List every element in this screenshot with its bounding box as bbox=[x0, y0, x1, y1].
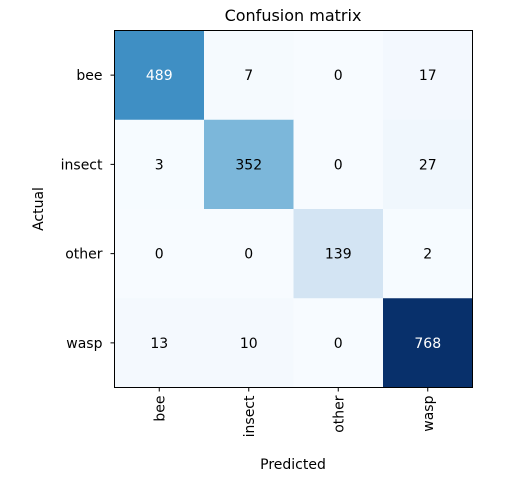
chart-title: Confusion matrix bbox=[225, 6, 362, 25]
cell-value-label: 768 bbox=[414, 336, 441, 352]
cell-value-label: 0 bbox=[334, 157, 343, 173]
cell-value-label: 7 bbox=[244, 68, 253, 84]
cell-value-label: 3 bbox=[155, 157, 164, 173]
cell-value-label: 27 bbox=[419, 157, 437, 173]
x-tick-label-bee: bee bbox=[152, 396, 168, 422]
cell-value-label: 0 bbox=[334, 336, 343, 352]
cell-value-label: 17 bbox=[419, 68, 437, 84]
cell-value-label: 0 bbox=[155, 247, 164, 263]
x-tick-label-other: other bbox=[331, 395, 347, 433]
cell-value-label: 0 bbox=[244, 247, 253, 263]
cell-value-label: 352 bbox=[235, 157, 262, 173]
cell-value-label: 139 bbox=[325, 247, 352, 263]
heatmap-cells: 489 7 0 17 3 352 0 27 0 0 139 2 13 10 0 768 bbox=[115, 31, 473, 388]
cell-value-label: 2 bbox=[423, 247, 432, 263]
x-tick-label-insect: insect bbox=[242, 395, 258, 437]
x-tick-label-wasp: wasp bbox=[421, 395, 437, 431]
y-tick-label-bee: bee bbox=[76, 68, 102, 84]
cell-value-label: 489 bbox=[146, 68, 173, 84]
y-tick-label-other: other bbox=[65, 247, 103, 263]
x-axis-label: Predicted bbox=[260, 457, 326, 473]
y-axis-label: Actual bbox=[31, 187, 47, 231]
y-tick-label-wasp: wasp bbox=[66, 336, 102, 352]
y-tick-label-insect: insect bbox=[61, 157, 103, 173]
cell-value-label: 0 bbox=[334, 68, 343, 84]
cell-value-label: 13 bbox=[150, 336, 168, 352]
cell-value-label: 10 bbox=[240, 336, 258, 352]
